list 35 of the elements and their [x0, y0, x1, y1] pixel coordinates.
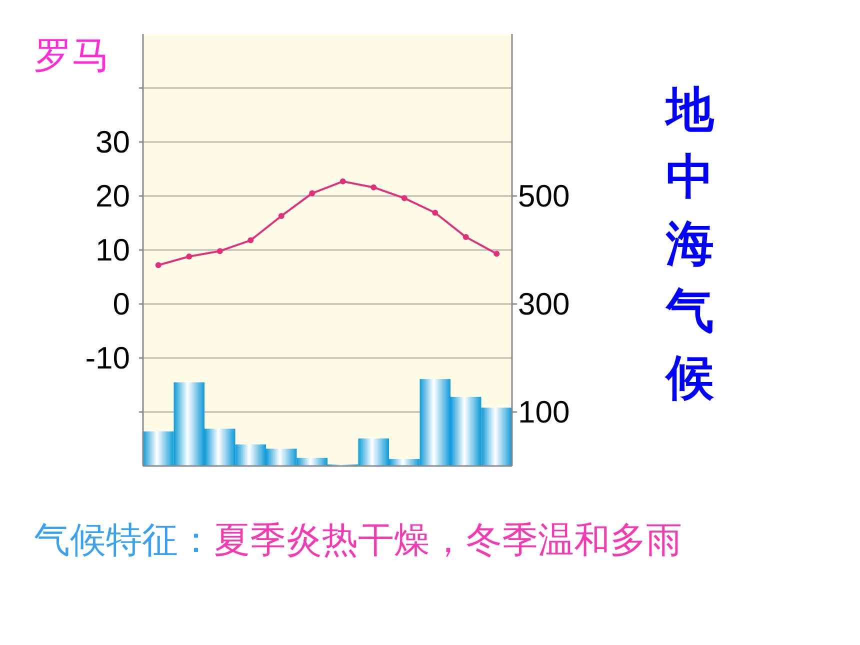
y-tick-label: 10: [96, 232, 130, 268]
point: [216, 248, 223, 254]
text: 地中海气候: [664, 82, 715, 406]
y-tick-label: 0: [112, 286, 130, 322]
bar: [235, 444, 266, 466]
y-tick-label: -10: [85, 340, 130, 376]
point: [494, 250, 500, 257]
bar: [420, 379, 450, 466]
point: [432, 210, 438, 216]
bar: [296, 458, 328, 466]
y-tick-label: 20: [96, 178, 130, 214]
point: [462, 234, 469, 240]
text: 气候特征：: [34, 520, 214, 561]
bar: [143, 431, 174, 466]
text: 夏季炎热干燥，冬季温和多雨: [214, 520, 682, 561]
y2-tick-label: 100: [518, 394, 570, 430]
y2-tick-label: 300: [518, 286, 570, 322]
point: [309, 190, 316, 196]
y2-tick-label: 500: [518, 178, 570, 214]
point: [401, 195, 408, 202]
chart-title: 罗马: [34, 33, 110, 77]
point: [155, 262, 162, 268]
point: [186, 253, 192, 260]
bar: [481, 408, 512, 466]
point: [340, 178, 346, 184]
bar: [174, 382, 204, 466]
point: [370, 184, 377, 190]
bar: [204, 428, 236, 466]
bar: [266, 448, 297, 466]
bar: [389, 458, 420, 466]
bar: [358, 438, 389, 466]
bar: [450, 396, 482, 466]
point: [248, 237, 254, 244]
point: [278, 212, 284, 219]
y-tick-label: 30: [96, 124, 130, 160]
